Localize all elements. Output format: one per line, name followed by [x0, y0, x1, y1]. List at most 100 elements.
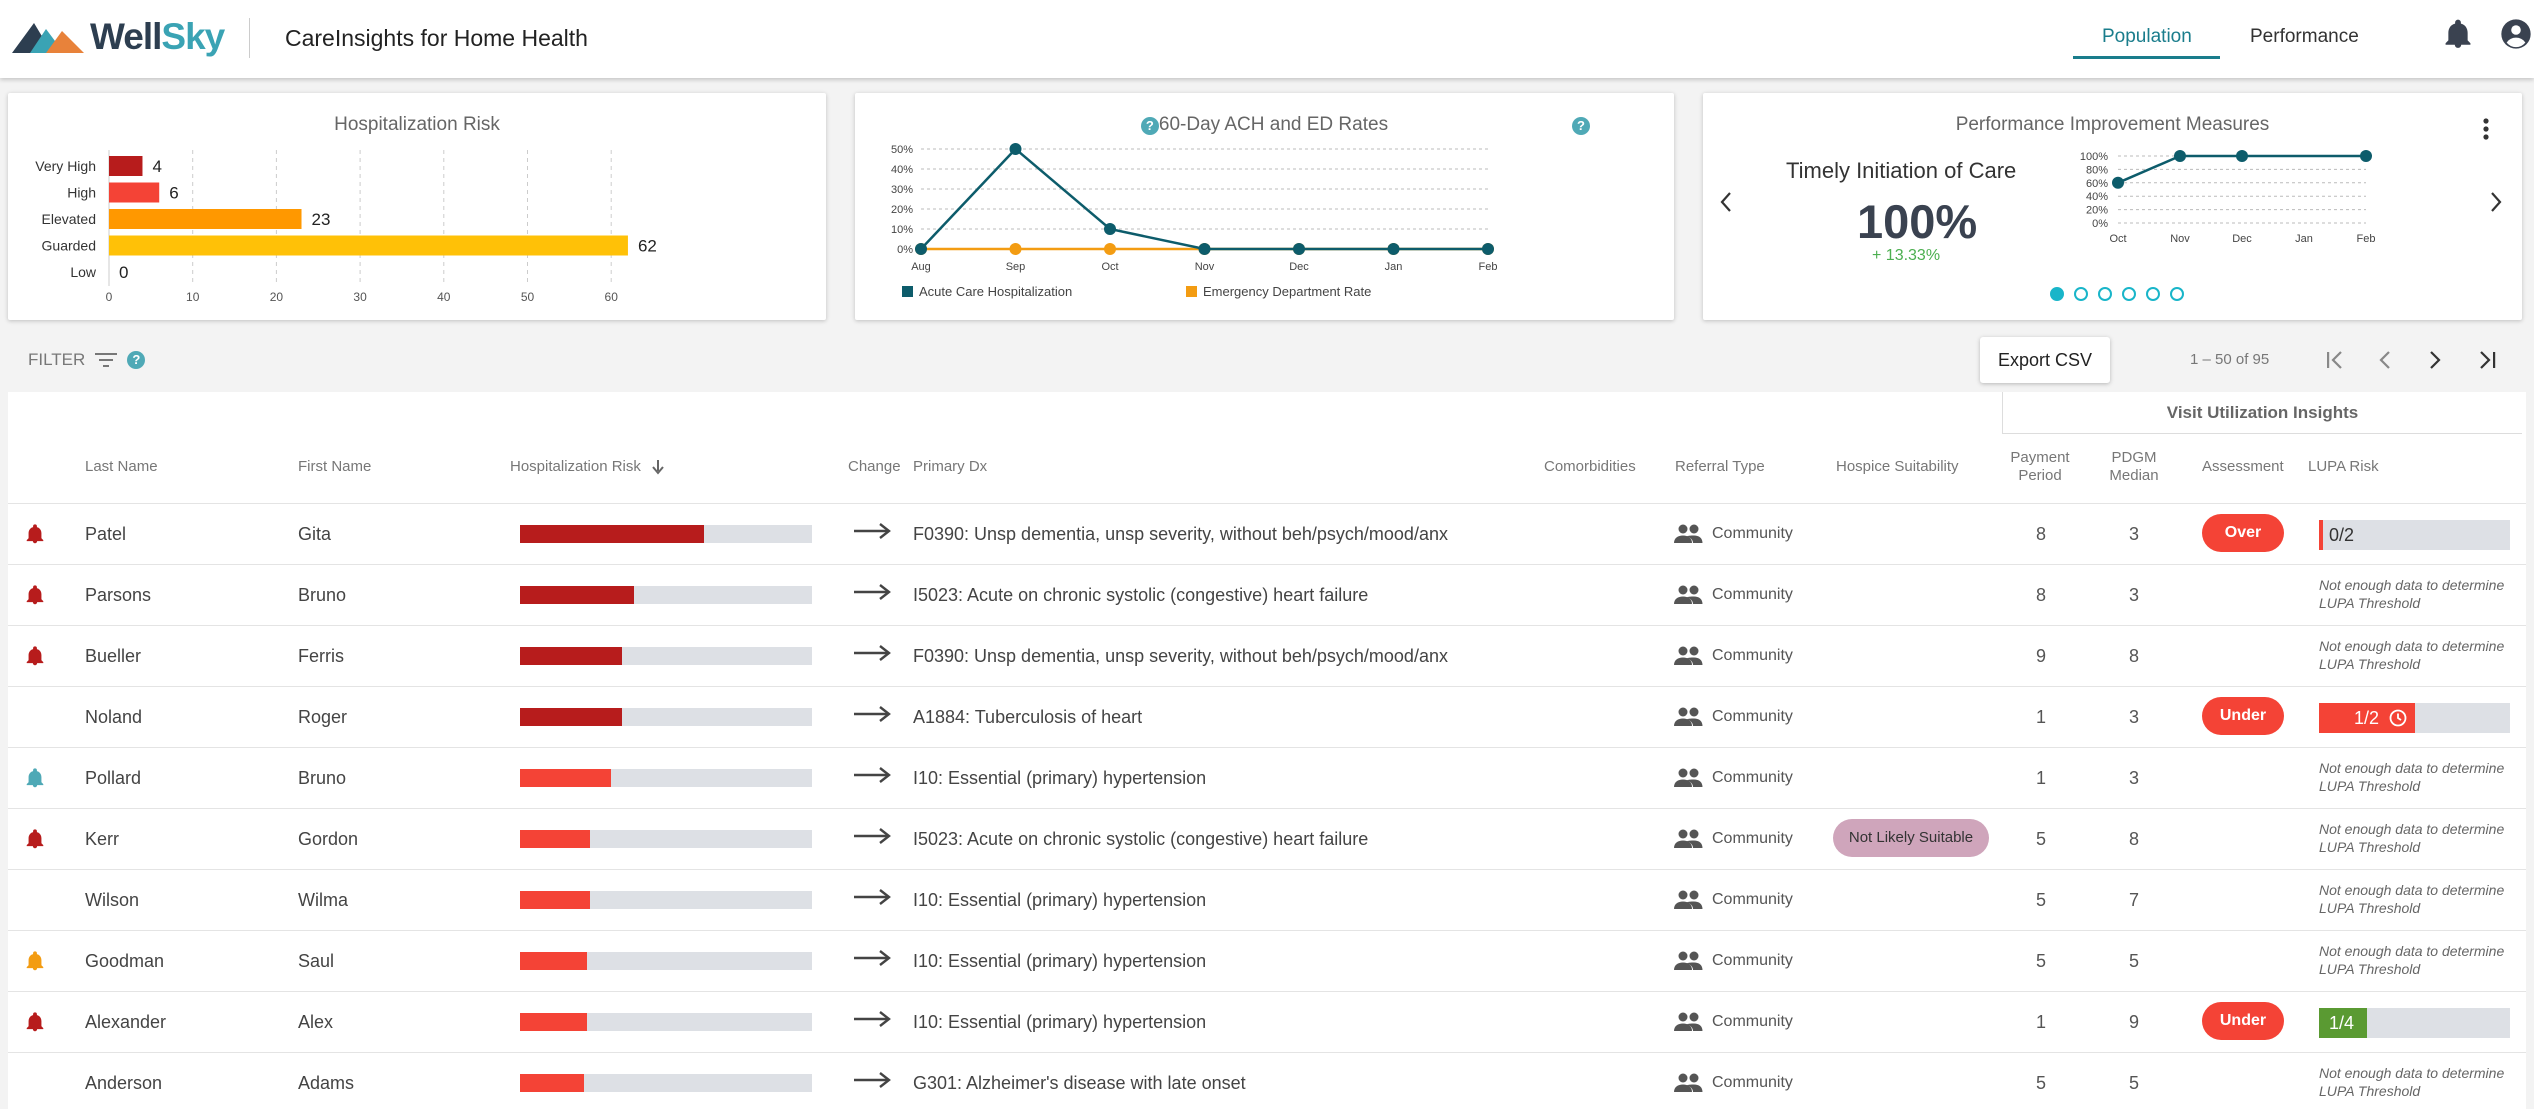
- lupa-risk-text: 0/2: [2329, 525, 2355, 545]
- wellsky-logo[interactable]: WellSky: [12, 16, 225, 58]
- people-icon: [1674, 1012, 1703, 1031]
- x-tick-label: 0: [106, 290, 113, 304]
- column-header-change[interactable]: Change: [848, 458, 901, 475]
- column-header-referral-type[interactable]: Referral Type: [1675, 458, 1765, 475]
- carousel-dot[interactable]: [2122, 287, 2136, 301]
- series-line: [920, 147, 1488, 251]
- x-tick-label: 60: [605, 290, 619, 304]
- measure-value: 100%: [1857, 195, 1978, 248]
- payment-period-cell: 5: [2035, 890, 2046, 910]
- y-tick-label: 60%: [2086, 178, 2108, 190]
- last-name-cell: Anderson: [85, 1073, 163, 1093]
- account-circle-icon[interactable]: [2500, 18, 2532, 50]
- column-header-primary-dx[interactable]: Primary Dx: [913, 458, 988, 475]
- carousel-next-icon[interactable]: [2489, 191, 2503, 213]
- column-header-payment-period[interactable]: Payment Period: [2010, 449, 2070, 484]
- carousel-dot[interactable]: [2050, 287, 2064, 301]
- assessment-badge: Under: [2202, 1002, 2284, 1040]
- lupa-risk-fill: [2319, 1008, 2367, 1038]
- table-row[interactable]: Noland Roger A1884: Tuberculosis of heart C…: [8, 687, 2526, 748]
- first-name-cell: Gita: [298, 524, 332, 544]
- help-icon[interactable]: ?: [1140, 117, 1159, 135]
- lupa-risk-message: Not enough data to determine LUPA Thresh…: [2319, 943, 2505, 977]
- previous-page-icon[interactable]: [2378, 351, 2392, 369]
- help-icon[interactable]: ?: [1572, 117, 1590, 135]
- table-row[interactable]: Parsons Bruno I5023: Acute on chronic syst…: [8, 565, 2526, 626]
- legend-swatch: [1186, 286, 1197, 297]
- column-header-comorbidities[interactable]: Comorbidities: [1544, 458, 1636, 475]
- table-row[interactable]: Goodman Saul I10: Essential (primary) hype…: [8, 931, 2526, 992]
- more-vert-icon[interactable]: [2482, 117, 2490, 141]
- risk-bar-fill: [520, 647, 623, 665]
- people-icon: [1674, 829, 1703, 848]
- carousel-dot[interactable]: [2146, 287, 2160, 301]
- first-page-icon[interactable]: [2326, 351, 2346, 369]
- legend-label: Emergency Department Rate: [1203, 284, 1371, 299]
- table-row[interactable]: Wilson Wilma I10: Essential (primary) hype…: [8, 870, 2526, 931]
- last-name-cell: Kerr: [85, 829, 120, 849]
- column-header-assessment[interactable]: Assessment: [2202, 458, 2284, 475]
- x-tick-label: Feb: [1479, 261, 1498, 273]
- y-tick-label: 10%: [891, 224, 913, 236]
- carousel-prev-icon[interactable]: [1719, 191, 1733, 213]
- column-header-lupa-risk[interactable]: LUPA Risk: [2308, 458, 2379, 475]
- column-header-hospice-suitability[interactable]: Hospice Suitability: [1836, 458, 1959, 475]
- risk-alert-bell-icon: [26, 524, 44, 544]
- tab-performance[interactable]: Performance: [2250, 26, 2359, 47]
- table-row[interactable]: Bueller Ferris F0390: Unsp dementia, unsp …: [8, 626, 2526, 687]
- risk-alert-bell-icon: [26, 1012, 44, 1032]
- mountain-logo-icon: [12, 23, 84, 53]
- carousel-dot[interactable]: [2098, 287, 2112, 301]
- filter-control[interactable]: FILTER ?: [28, 350, 146, 370]
- risk-bar-fill: [520, 586, 634, 604]
- table-row[interactable]: Kerr Gordon I5023: Acute on chronic systol…: [8, 809, 2526, 870]
- notifications-bell-icon[interactable]: [2445, 19, 2471, 49]
- category-label: Elevated: [42, 211, 96, 227]
- category-label: Guarded: [42, 238, 96, 254]
- risk-bar-fill: [520, 830, 591, 848]
- table-row[interactable]: Pollard Bruno I10: Essential (primary) hyp…: [8, 748, 2526, 809]
- tab-population[interactable]: Population: [2102, 26, 2192, 47]
- category-label: High: [67, 185, 96, 201]
- pdgm-median-cell: 3: [2128, 768, 2139, 788]
- lupa-risk-text: 1/2: [2354, 708, 2380, 728]
- help-icon[interactable]: ?: [127, 351, 146, 369]
- column-header-hospitalization-risk[interactable]: Hospitalization Risk: [510, 458, 665, 475]
- table-row[interactable]: Patel Gita F0390: Unsp dementia, unsp seve…: [8, 504, 2526, 565]
- y-tick-label: 50%: [891, 144, 913, 156]
- export-csv-button[interactable]: Export CSV: [1980, 337, 2110, 383]
- next-page-icon[interactable]: [2428, 351, 2442, 369]
- y-tick-label: 0%: [897, 244, 913, 256]
- pdgm-median-cell: 3: [2128, 585, 2139, 605]
- header-divider: [8, 503, 2526, 504]
- change-arrow-icon: [854, 889, 891, 905]
- carousel-dot[interactable]: [2170, 287, 2184, 301]
- first-name-cell: Bruno: [298, 768, 347, 788]
- carousel-dot[interactable]: [2074, 287, 2088, 301]
- pdgm-median-cell: 8: [2128, 646, 2139, 666]
- people-icon: [1674, 646, 1703, 665]
- assessment-badge: Under: [2202, 697, 2284, 735]
- measure-name: Timely Initiation of Care: [1786, 158, 2017, 183]
- payment-period-cell: 5: [2035, 951, 2046, 971]
- column-header-pdgm-median[interactable]: PDGM Median: [2109, 449, 2159, 484]
- row-divider: [8, 686, 2526, 687]
- risk-bar-track: [520, 830, 812, 848]
- row-divider: [8, 808, 2526, 809]
- x-tick-label: Sep: [1006, 261, 1026, 273]
- pdgm-median-cell: 7: [2128, 890, 2139, 910]
- last-page-icon[interactable]: [2478, 351, 2498, 369]
- first-name-cell: Saul: [298, 951, 335, 971]
- y-tick-label: 20%: [2086, 205, 2108, 217]
- table-row[interactable]: Alexander Alex I10: Essential (primary) hy…: [8, 992, 2526, 1053]
- x-tick-label: Aug: [911, 261, 931, 273]
- change-arrow-icon: [854, 1011, 891, 1027]
- column-header-last-name[interactable]: Last Name: [85, 458, 158, 475]
- people-icon: [1674, 524, 1703, 543]
- first-name-cell: Roger: [298, 707, 348, 727]
- referral-type-cell: Community: [1712, 708, 1793, 725]
- data-point: [1387, 243, 1400, 255]
- column-header-first-name[interactable]: First Name: [298, 458, 372, 475]
- table-row[interactable]: Anderson Adams G301: Alzheimer's disease w…: [8, 1053, 2526, 1109]
- lupa-risk-fill: [2319, 520, 2323, 550]
